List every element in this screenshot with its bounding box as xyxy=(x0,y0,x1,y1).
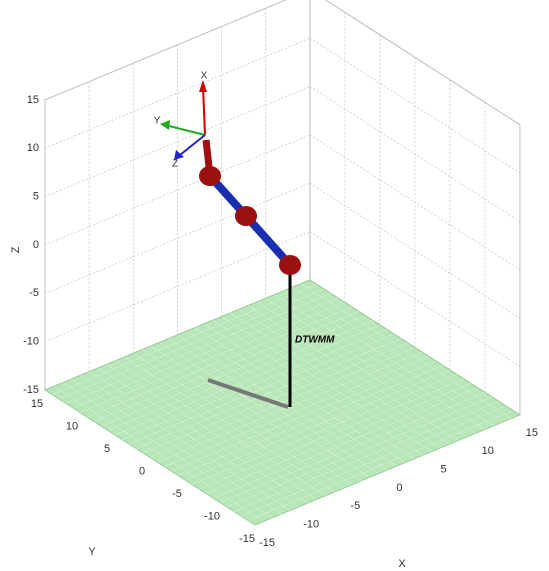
robot-joint xyxy=(199,166,221,186)
z-tick-label: 5 xyxy=(33,191,39,203)
frame-label: Y xyxy=(154,116,161,127)
z-tick-label: 15 xyxy=(27,94,39,106)
robot-joint xyxy=(235,206,257,226)
robot-joint xyxy=(279,255,301,275)
x-tick-label: 10 xyxy=(482,445,494,457)
x-tick-label: -5 xyxy=(350,500,360,512)
x-tick-label: 5 xyxy=(441,464,447,476)
y-axis-label: Y xyxy=(88,546,96,558)
x-tick-label: 15 xyxy=(526,427,538,439)
z-tick-label: -10 xyxy=(23,336,39,348)
y-tick-label: 15 xyxy=(31,398,43,410)
y-tick-label: 10 xyxy=(66,420,78,432)
x-tick-label: -15 xyxy=(259,537,275,549)
z-tick-label: 0 xyxy=(33,239,39,251)
robot-name: DTWMM xyxy=(295,335,335,346)
z-axis-label: Z xyxy=(10,246,22,253)
chart: X Y Z -15 -10 -5 0 5 10 15 -15 -10 -5 0 5 10 15 -15 -10… xyxy=(0,0,549,571)
x-tick-label: -10 xyxy=(303,519,319,531)
z-tick-label: -15 xyxy=(23,384,39,396)
y-tick-label: -10 xyxy=(204,510,220,522)
y-tick-label: 0 xyxy=(139,465,145,477)
y-tick-label: 5 xyxy=(104,443,110,455)
z-tick-label: -5 xyxy=(29,287,39,299)
x-axis-label: X xyxy=(398,558,406,570)
z-tick-label: 10 xyxy=(27,142,39,154)
y-tick-label: -5 xyxy=(172,488,182,500)
frame-label: Z xyxy=(172,159,178,170)
y-tick-label: -15 xyxy=(239,533,255,545)
frame-label: X xyxy=(201,71,208,82)
x-tick-label: 0 xyxy=(396,482,402,494)
